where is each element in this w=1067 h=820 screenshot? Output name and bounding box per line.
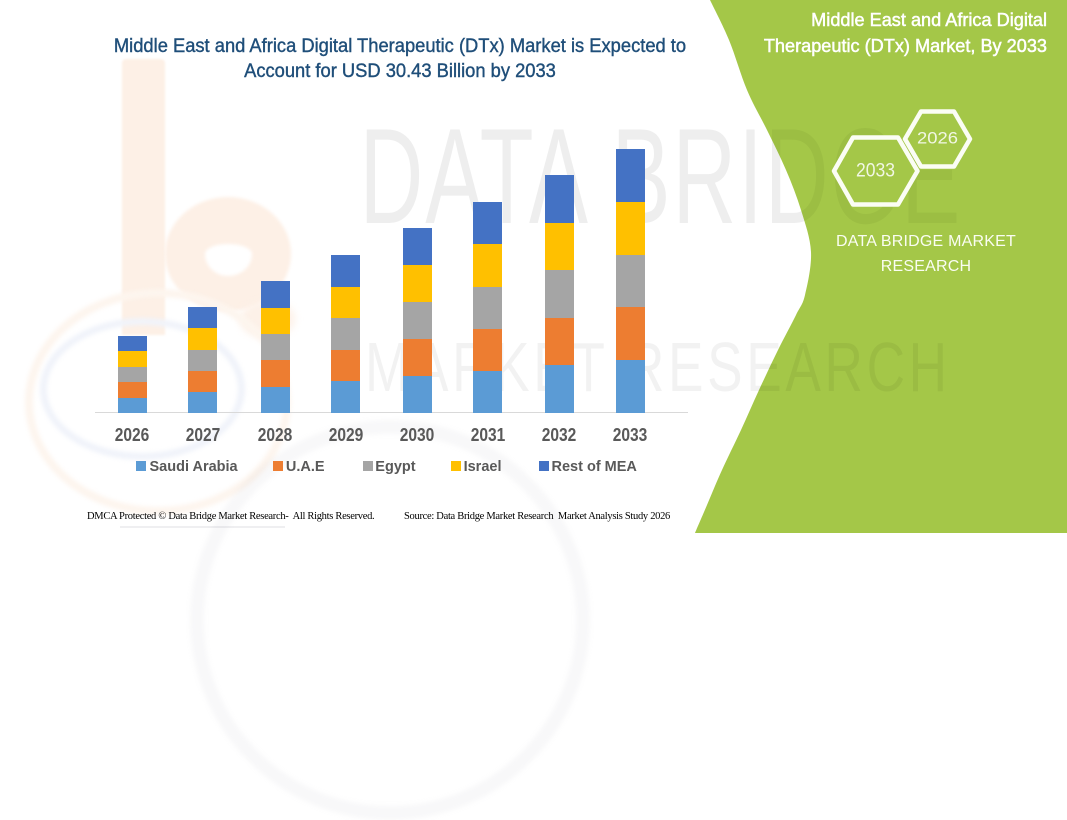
svg-text:2026: 2026 <box>917 129 958 148</box>
svg-text:DATA BRIDGE: DATA BRIDGE <box>360 101 963 253</box>
svg-text:2033: 2033 <box>856 161 895 182</box>
svg-text:MARKET RESEARCH: MARKET RESEARCH <box>365 329 951 407</box>
